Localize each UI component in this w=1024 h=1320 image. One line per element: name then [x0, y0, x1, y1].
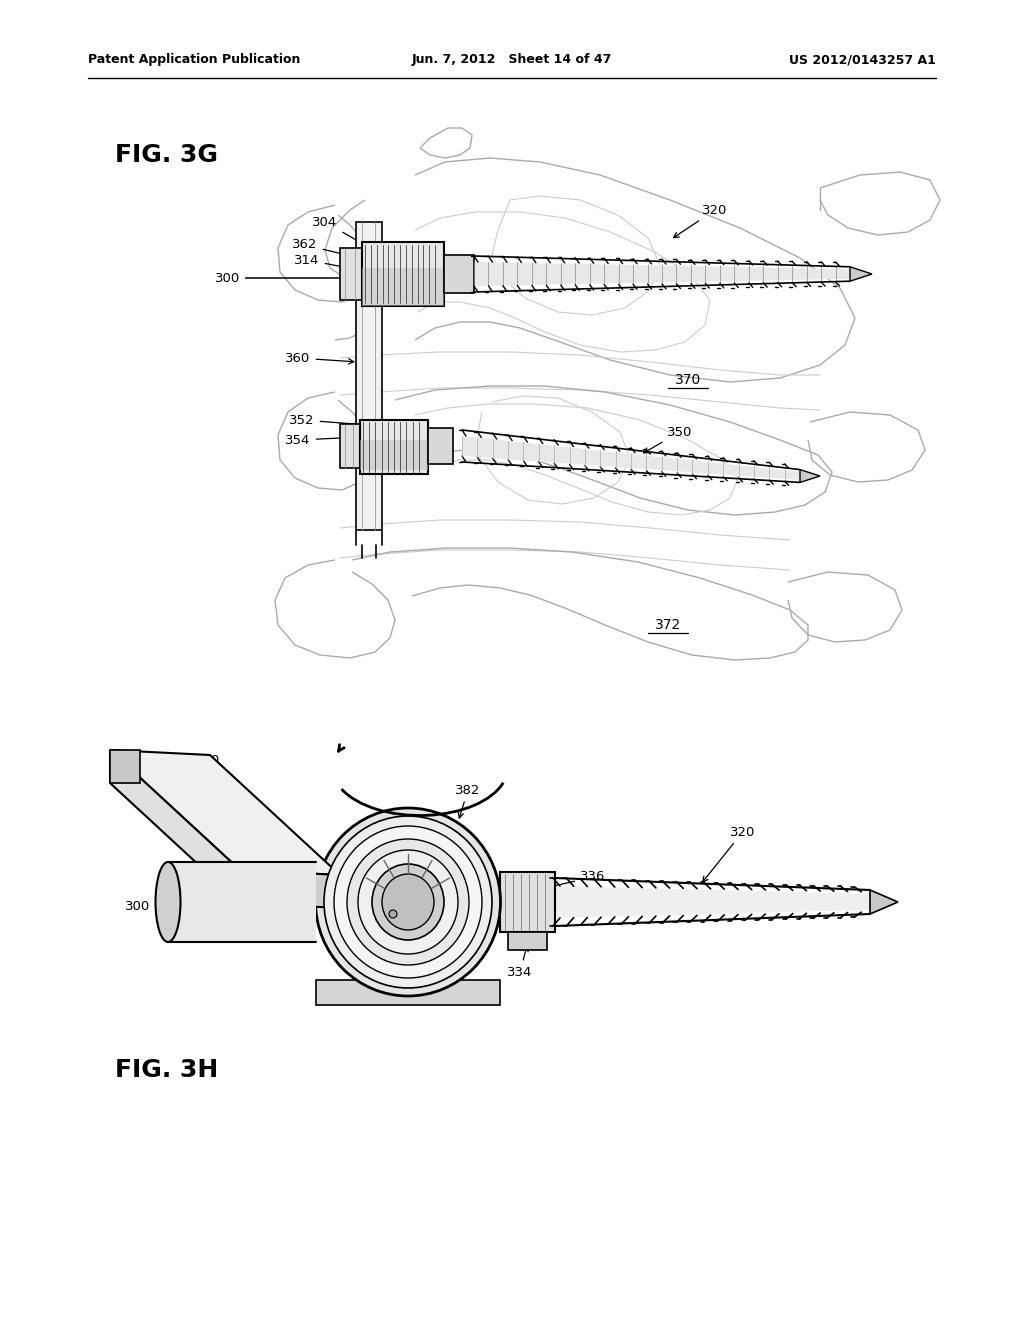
Polygon shape	[110, 750, 140, 783]
FancyBboxPatch shape	[356, 222, 382, 531]
FancyBboxPatch shape	[508, 932, 547, 950]
Polygon shape	[850, 267, 872, 281]
Polygon shape	[110, 750, 240, 903]
Ellipse shape	[358, 850, 458, 954]
Text: Patent Application Publication: Patent Application Publication	[88, 54, 300, 66]
Polygon shape	[800, 470, 820, 482]
Text: 320: 320	[702, 825, 756, 882]
Ellipse shape	[334, 826, 482, 978]
FancyBboxPatch shape	[444, 255, 474, 293]
FancyBboxPatch shape	[362, 242, 444, 306]
Text: 370: 370	[675, 374, 701, 387]
Text: 314: 314	[294, 253, 366, 273]
FancyBboxPatch shape	[362, 268, 444, 306]
FancyBboxPatch shape	[500, 873, 555, 932]
Polygon shape	[870, 890, 898, 913]
FancyBboxPatch shape	[340, 424, 360, 469]
Ellipse shape	[315, 808, 501, 997]
FancyBboxPatch shape	[168, 862, 316, 942]
Text: 362: 362	[292, 239, 364, 260]
FancyBboxPatch shape	[340, 248, 362, 300]
Ellipse shape	[382, 874, 434, 931]
Text: 304: 304	[312, 215, 367, 246]
Text: 330: 330	[532, 887, 605, 911]
Polygon shape	[462, 436, 800, 480]
Polygon shape	[110, 750, 340, 875]
Text: 334: 334	[507, 946, 532, 978]
Text: 354: 354	[286, 433, 357, 446]
Text: 300: 300	[215, 272, 353, 285]
FancyBboxPatch shape	[428, 428, 453, 465]
Ellipse shape	[324, 816, 492, 987]
Text: FIG. 3H: FIG. 3H	[115, 1059, 218, 1082]
Polygon shape	[555, 886, 870, 917]
Text: 350: 350	[644, 425, 692, 453]
FancyBboxPatch shape	[316, 979, 500, 1005]
Text: 336: 336	[532, 870, 605, 892]
Text: 360: 360	[286, 351, 354, 364]
Ellipse shape	[347, 840, 469, 965]
Text: FIG. 3G: FIG. 3G	[115, 143, 218, 168]
Text: 320: 320	[674, 203, 728, 238]
Polygon shape	[474, 261, 850, 286]
Text: 300: 300	[125, 900, 194, 913]
Text: 380: 380	[187, 754, 220, 789]
Ellipse shape	[389, 909, 397, 917]
Text: 352: 352	[289, 413, 364, 426]
Ellipse shape	[156, 862, 180, 942]
FancyBboxPatch shape	[360, 440, 428, 470]
Text: US 2012/0143257 A1: US 2012/0143257 A1	[790, 54, 936, 66]
Ellipse shape	[372, 865, 444, 940]
Text: 382: 382	[456, 784, 480, 818]
Text: Jun. 7, 2012   Sheet 14 of 47: Jun. 7, 2012 Sheet 14 of 47	[412, 54, 612, 66]
Text: 372: 372	[655, 618, 681, 632]
Polygon shape	[240, 870, 340, 908]
FancyBboxPatch shape	[360, 420, 428, 474]
